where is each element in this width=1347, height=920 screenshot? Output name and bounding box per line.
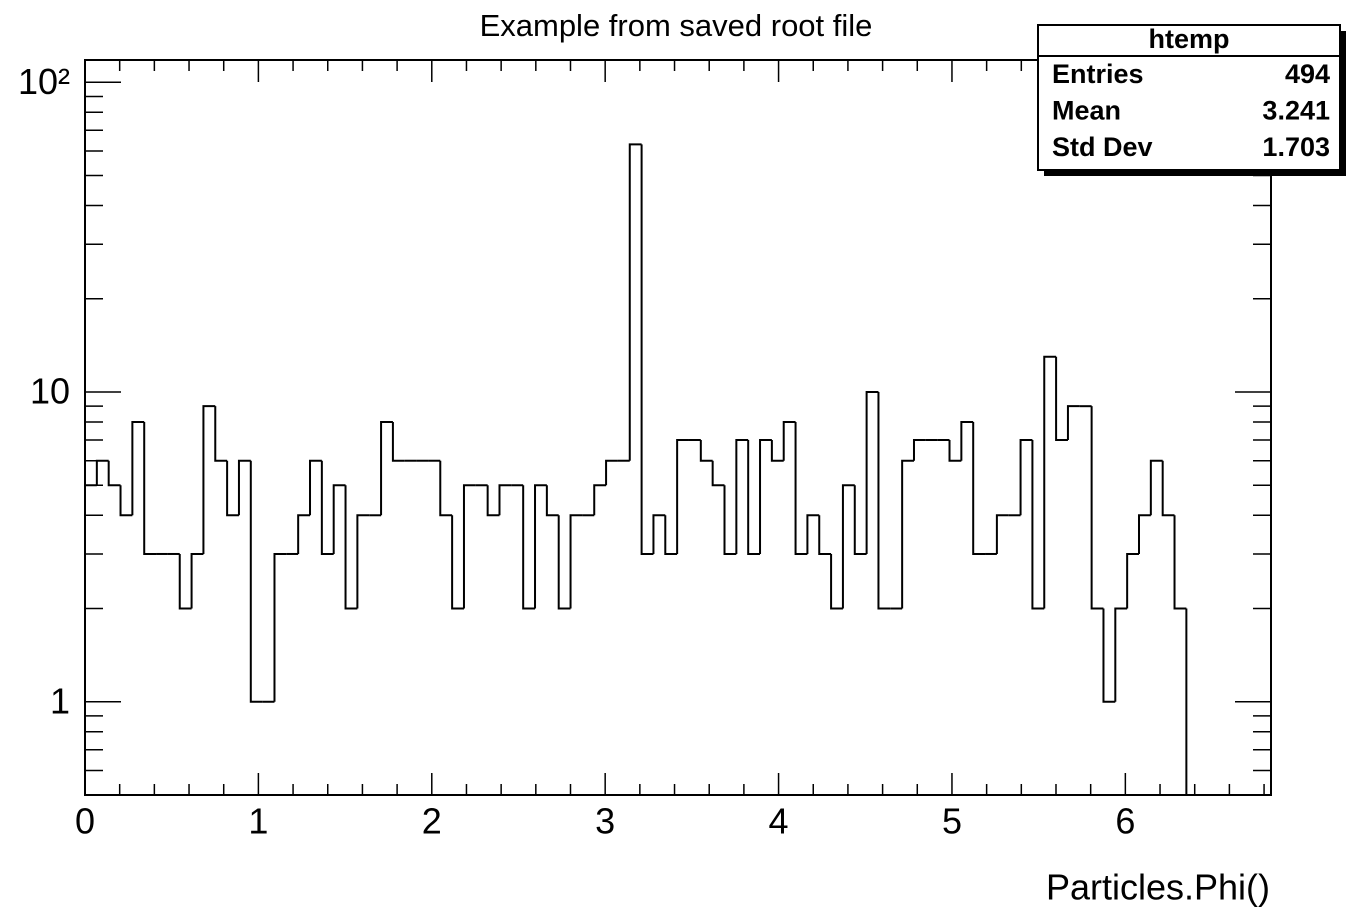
histogram-bin <box>605 459 618 486</box>
histogram-bin <box>723 485 737 555</box>
x-axis-label: Particles.Phi() <box>1046 867 1270 908</box>
histogram-bin <box>1055 356 1068 441</box>
stats-box: htemp Entries 494 Mean 3.241 Std Dev 1.703 <box>1037 24 1346 176</box>
histogram-bin <box>652 514 666 554</box>
histogram-bin <box>747 439 761 555</box>
histogram-bin <box>95 459 109 486</box>
stats-label: Mean <box>1052 96 1121 126</box>
histogram-bin <box>1066 405 1080 440</box>
histogram-bin <box>178 553 192 610</box>
histogram-bin <box>545 485 559 517</box>
x-tick-label: 3 <box>595 801 615 842</box>
histogram-bin <box>1043 355 1057 609</box>
histogram-bin <box>901 459 914 609</box>
histogram-bin <box>498 484 512 516</box>
histogram-bin <box>214 406 228 462</box>
stats-value: 494 <box>1285 59 1330 89</box>
histogram-bin <box>190 552 204 609</box>
histogram-bin <box>1031 439 1045 610</box>
x-tick-label: 2 <box>422 801 442 842</box>
histogram-bin <box>676 438 689 554</box>
histogram-bin <box>995 514 1009 554</box>
histogram-bin <box>522 485 536 610</box>
stats-label: Std Dev <box>1052 132 1153 162</box>
histogram-bin <box>309 459 322 516</box>
histogram-bin <box>948 439 962 462</box>
stats-value: 3.241 <box>1262 96 1330 126</box>
stats-panel <box>1037 24 1341 171</box>
histogram-bin <box>593 484 607 516</box>
histogram-bin <box>107 460 121 487</box>
chart-title: Example from saved root file <box>480 8 873 43</box>
histogram-bin <box>865 391 879 554</box>
x-tick-label: 0 <box>75 801 95 842</box>
histogram-bin <box>1102 608 1116 703</box>
histogram-bin <box>664 515 678 555</box>
x-tick-label: 4 <box>769 801 789 842</box>
x-tick-label: 1 <box>248 801 268 842</box>
histogram-bin <box>853 485 867 555</box>
histogram-bin <box>770 439 784 462</box>
histogram-bin <box>462 484 476 609</box>
histogram-bin <box>202 405 216 554</box>
histogram-bin <box>534 484 547 609</box>
histogram-bin <box>249 460 263 703</box>
histogram-bin <box>1173 515 1187 610</box>
histogram-bin <box>960 421 974 461</box>
histogram-bin <box>628 143 642 461</box>
histogram-bin <box>699 439 713 462</box>
y-tick-label: 10² <box>18 61 70 102</box>
histogram-bin <box>380 421 393 516</box>
histogram-bin <box>451 515 464 610</box>
stats-label: Entries <box>1052 59 1144 89</box>
histogram-bin <box>226 460 239 517</box>
histogram-bin <box>119 485 133 517</box>
histogram-bin <box>711 460 725 487</box>
histogram-bin <box>1161 460 1175 517</box>
y-tick-label: 10 <box>30 371 70 412</box>
histogram-bin <box>877 392 891 610</box>
histogram-bin <box>841 484 855 609</box>
histogram-bin <box>1138 514 1151 554</box>
histogram-bin <box>1149 459 1163 516</box>
histogram-bin <box>391 422 405 462</box>
y-tick-label: 1 <box>50 680 70 721</box>
histogram-bin <box>143 422 157 555</box>
histogram-bin <box>344 485 358 610</box>
histogram-bin <box>806 514 820 554</box>
histogram-bin <box>356 514 370 609</box>
histogram-bin <box>569 514 583 609</box>
histogram-bin <box>782 421 796 461</box>
histogram-bin <box>1090 406 1104 610</box>
histogram-bin <box>273 552 287 702</box>
histogram-bin <box>439 460 453 517</box>
histogram-bin <box>557 515 571 610</box>
histogram-bin <box>1019 438 1033 516</box>
histogram-bin <box>735 438 749 554</box>
stats-title: htemp <box>1149 24 1230 54</box>
x-tick-label: 5 <box>942 801 962 842</box>
histogram-bin <box>794 422 808 555</box>
histogram-bin <box>1126 552 1139 609</box>
histogram-bin <box>1114 607 1128 702</box>
histogram-bin <box>830 553 843 610</box>
histogram-bin <box>759 438 772 554</box>
histogram-bin <box>320 460 334 555</box>
x-tick-label: 6 <box>1115 801 1135 842</box>
stats-value: 1.703 <box>1262 132 1330 162</box>
histogram-bin <box>486 485 500 517</box>
plot-frame <box>84 59 1272 796</box>
histogram-bin <box>912 438 926 461</box>
histogram-bin <box>818 515 832 555</box>
histogram-bin <box>972 422 986 555</box>
histogram-bin <box>237 459 251 516</box>
histogram-bin <box>297 514 311 554</box>
histogram-bin <box>131 421 145 516</box>
histogram-bin <box>640 144 654 555</box>
histogram-bin <box>332 484 346 554</box>
histogram-bin <box>84 484 97 795</box>
